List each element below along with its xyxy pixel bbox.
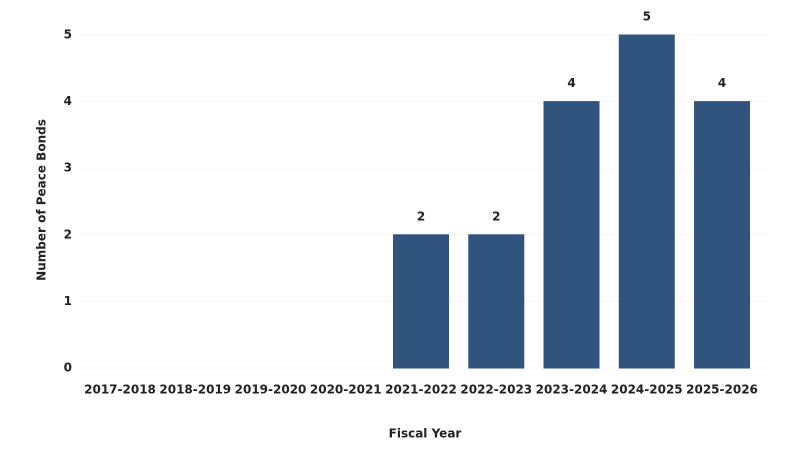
x-tick-label: 2020-2021 <box>310 383 382 397</box>
bar <box>543 101 600 369</box>
y-axis-title: Number of Peace Bonds <box>35 119 49 281</box>
data-label: 2 <box>417 209 425 223</box>
x-tick-label: 2025-2026 <box>686 383 758 397</box>
x-tick-label: 2019-2020 <box>235 383 307 397</box>
x-tick-label: 2021-2022 <box>385 383 457 397</box>
y-tick-label: 5 <box>64 28 72 42</box>
bar <box>618 34 675 369</box>
data-label: 4 <box>567 76 575 90</box>
y-tick-label: 2 <box>64 227 72 241</box>
x-tick-label: 2017-2018 <box>84 383 156 397</box>
y-tick-label: 0 <box>64 361 72 375</box>
y-tick-label: 1 <box>64 294 72 308</box>
x-tick-label: 2018-2019 <box>159 383 231 397</box>
x-tick-label: 2022-2023 <box>460 383 532 397</box>
bar <box>393 234 450 369</box>
y-tick-label: 3 <box>64 161 72 175</box>
x-tick-label: 2024-2025 <box>611 383 683 397</box>
x-axis-title: Fiscal Year <box>389 427 462 441</box>
data-label: 4 <box>718 76 726 90</box>
bar <box>468 234 525 369</box>
x-tick-label: 2023-2024 <box>536 383 608 397</box>
bar <box>694 101 751 369</box>
data-label: 2 <box>492 209 500 223</box>
y-tick-label: 4 <box>64 94 72 108</box>
data-label: 5 <box>643 10 651 24</box>
